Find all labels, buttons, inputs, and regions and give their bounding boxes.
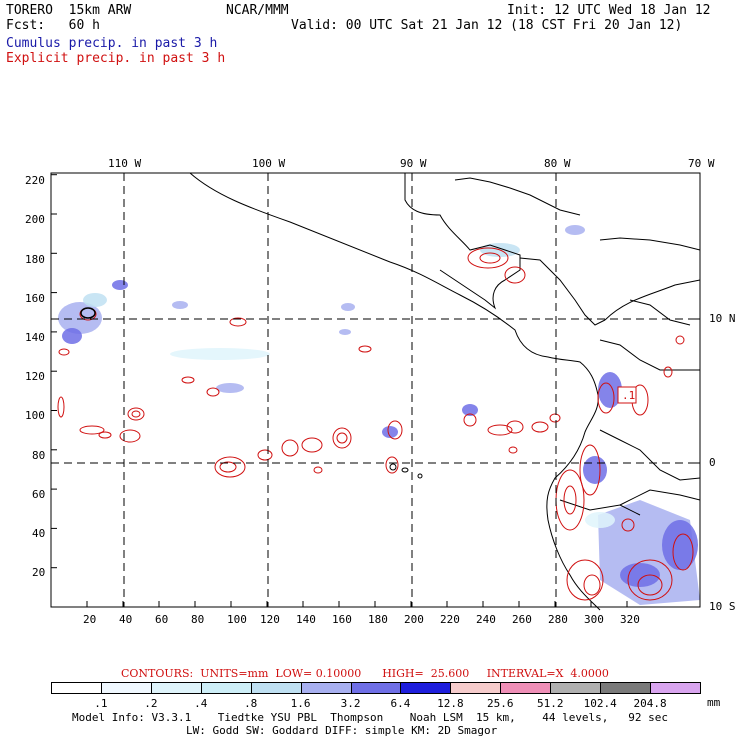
colorbar-swatch bbox=[100, 682, 152, 694]
colorbar-swatch bbox=[550, 682, 602, 694]
colorbar-label: 204.8 bbox=[633, 697, 667, 710]
x-tick-label: 60 bbox=[155, 613, 169, 626]
model-info: Model Info: V3.3.1 Tiedtke YSU PBL Thomp… bbox=[72, 711, 669, 724]
lon-label-90w: 90 W bbox=[400, 157, 427, 170]
x-tick-label: 120 bbox=[260, 613, 280, 626]
colorbar-label: .1 bbox=[94, 697, 108, 710]
y-tick-label: 160 bbox=[25, 292, 45, 305]
colorbar-label: 3.2 bbox=[340, 697, 361, 710]
colorbar-swatch bbox=[300, 682, 352, 694]
lon-label-80w: 80 W bbox=[544, 157, 571, 170]
x-tick-label: 160 bbox=[332, 613, 352, 626]
cumulus-precip-shading bbox=[58, 225, 700, 605]
contours-info: CONTOURS: UNITS=mm LOW= 0.10000 HIGH= 25… bbox=[121, 667, 609, 680]
x-tick-label: 320 bbox=[620, 613, 640, 626]
x-tick-label: 240 bbox=[476, 613, 496, 626]
colorbar-swatch bbox=[150, 682, 202, 694]
x-tick-label: 40 bbox=[119, 613, 133, 626]
lon-label-70w: 70 W bbox=[688, 157, 715, 170]
colorbar-label: .2 bbox=[144, 697, 158, 710]
y-tick-label: 200 bbox=[25, 213, 45, 226]
station-box bbox=[617, 386, 637, 404]
lon-label-100w: 100 W bbox=[252, 157, 286, 170]
y-tick-label: 180 bbox=[25, 253, 45, 266]
colorbar-swatch bbox=[200, 682, 252, 694]
colorbar-unit: mm bbox=[707, 696, 721, 709]
colorbar-swatch bbox=[350, 682, 402, 694]
colorbar-label: 1.6 bbox=[290, 697, 311, 710]
lat-lon-grid bbox=[51, 173, 700, 607]
axis-ticks bbox=[50, 173, 701, 608]
legend-cumulus: Cumulus precip. in past 3 h bbox=[6, 36, 218, 51]
colorbar-label: 102.4 bbox=[583, 697, 617, 710]
colorbar-label: .4 bbox=[194, 697, 208, 710]
colorbar-swatch bbox=[450, 682, 502, 694]
init-time: Init: 12 UTC Wed 18 Jan 12 bbox=[507, 3, 711, 18]
physics-info: LW: Godd SW: Goddard DIFF: simple KM: 2D… bbox=[186, 724, 498, 737]
station-label: .1 bbox=[622, 389, 636, 402]
x-tick-label: 260 bbox=[512, 613, 532, 626]
y-tick-label: 140 bbox=[25, 331, 45, 344]
legend-explicit: Explicit precip. in past 3 h bbox=[6, 51, 226, 66]
colorbar-swatch bbox=[250, 682, 302, 694]
colorbar-swatch bbox=[51, 682, 102, 694]
model-title: TORERO 15km ARW bbox=[6, 3, 132, 18]
x-tick-label: 220 bbox=[440, 613, 460, 626]
x-tick-label: 300 bbox=[584, 613, 604, 626]
y-tick-label: 40 bbox=[32, 527, 46, 540]
colorbar-label: 51.2 bbox=[536, 697, 564, 710]
colorbar-label: 25.6 bbox=[487, 697, 514, 710]
lat-label-10s: 10 S bbox=[709, 600, 736, 613]
x-tick-label: 80 bbox=[191, 613, 205, 626]
colorbar-label: .8 bbox=[244, 697, 258, 710]
y-tick-label: 220 bbox=[25, 174, 45, 187]
y-tick-label: 20 bbox=[32, 566, 46, 579]
x-tick-label: 280 bbox=[548, 613, 568, 626]
institution-label: NCAR/MMM bbox=[226, 3, 289, 18]
y-tick-label: 60 bbox=[32, 488, 46, 501]
x-tick-label: 140 bbox=[296, 613, 316, 626]
forecast-hour: Fcst: 60 h bbox=[6, 18, 100, 33]
x-tick-label: 200 bbox=[404, 613, 424, 626]
y-tick-label: 120 bbox=[25, 370, 45, 383]
coastlines bbox=[189, 172, 701, 611]
x-tick-label: 100 bbox=[227, 613, 247, 626]
explicit-precip-contours bbox=[57, 247, 694, 601]
y-tick-label: 80 bbox=[32, 449, 46, 462]
colorbar-swatch bbox=[600, 682, 652, 694]
lon-label-110w: 110 W bbox=[108, 157, 142, 170]
valid-time: Valid: 00 UTC Sat 21 Jan 12 (18 CST Fri … bbox=[291, 18, 683, 33]
colorbar-label: 12.8 bbox=[437, 697, 464, 710]
colorbar-swatch bbox=[650, 682, 701, 694]
colorbar-label: 6.4 bbox=[390, 697, 411, 710]
colorbar-swatch bbox=[400, 682, 452, 694]
lat-label-10n: 10 N bbox=[709, 312, 736, 325]
lat-label-0: 0 bbox=[709, 456, 716, 469]
x-tick-label: 20 bbox=[83, 613, 97, 626]
x-tick-label: 180 bbox=[368, 613, 388, 626]
black-contours bbox=[80, 307, 423, 479]
y-tick-label: 100 bbox=[25, 409, 45, 422]
colorbar-swatch bbox=[500, 682, 552, 694]
